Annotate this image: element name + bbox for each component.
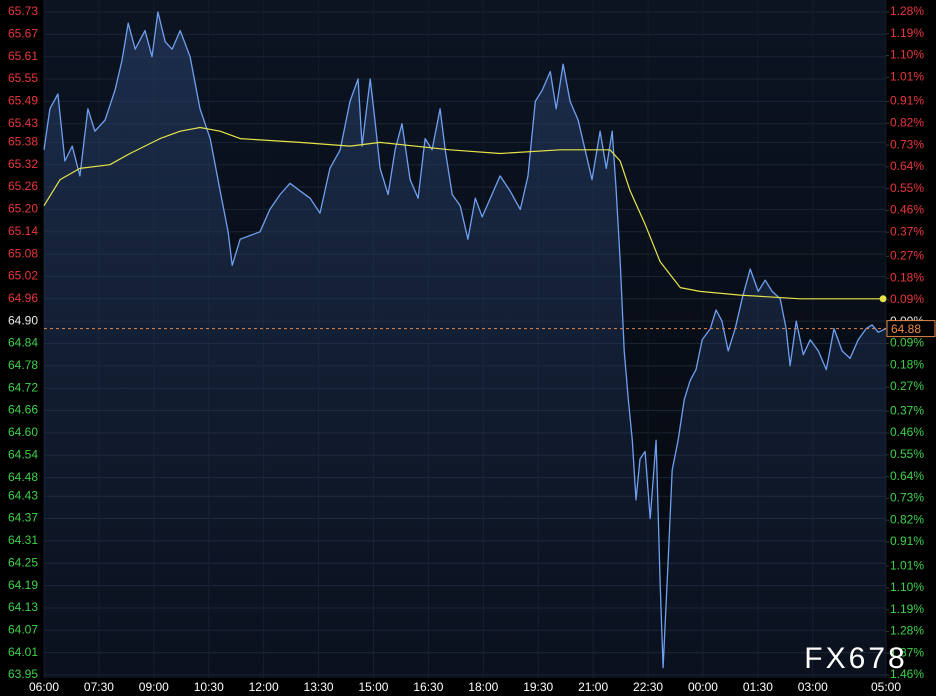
y-tick-label: 64.96	[8, 291, 38, 305]
y2-tick-label: 1.10%	[890, 48, 924, 62]
x-tick-label: 18:00	[468, 680, 498, 694]
y2-tick-label: 0.37%	[890, 403, 924, 417]
x-tick-label: 07:30	[84, 680, 114, 694]
y2-tick-label: 0.82%	[890, 115, 924, 129]
y2-tick-label: 0.09%	[890, 292, 924, 306]
average-line	[43, 126, 884, 300]
x-tick-label: 21:00	[578, 680, 608, 694]
x-tick-label: 09:00	[139, 680, 169, 694]
y2-tick-label: 1.28%	[890, 4, 924, 18]
y2-tick-label: 0.91%	[890, 94, 924, 108]
current-price-box	[886, 320, 936, 338]
y-tick-label: 65.02	[8, 269, 38, 283]
y2-tick-label: 0.46%	[890, 203, 924, 217]
y2-tick-label: 1.19%	[890, 26, 924, 40]
y-tick-label: 65.73	[8, 4, 38, 18]
y2-tick-label: 1.01%	[890, 70, 924, 84]
x-tick-label: 03:00	[798, 680, 828, 694]
y-tick-label: 64.78	[8, 358, 38, 372]
y2-tick-label: 1.37%	[890, 645, 924, 659]
y2-tick-label: 0.18%	[890, 357, 924, 371]
y2-tick-label: 0.82%	[890, 512, 924, 526]
watermark: FX678	[804, 642, 907, 675]
y2-tick-label: 1.19%	[890, 602, 924, 616]
current-price-label: 64.88	[891, 322, 921, 336]
y-tick-label: 65.61	[8, 49, 38, 63]
y2-tick-label: 1.28%	[890, 624, 924, 638]
x-tick-label: 12:00	[249, 680, 279, 694]
y-tick-label: 65.14	[8, 224, 38, 238]
y-tick-label: 65.49	[8, 94, 38, 108]
y2-tick-label: 0.55%	[890, 181, 924, 195]
y-tick-label: 64.31	[8, 533, 38, 547]
y-tick-label: 65.20	[8, 202, 38, 216]
y-tick-label: 64.13	[8, 600, 38, 614]
x-tick-label: 15:00	[358, 680, 388, 694]
y-tick-label: 65.38	[8, 135, 38, 149]
y-tick-label: 64.19	[8, 578, 38, 592]
y2-tick-label: 1.01%	[890, 558, 924, 572]
y-tick-label: 64.37	[8, 511, 38, 525]
y-tick-label: 64.25	[8, 555, 38, 569]
y2-tick-label: 0.46%	[890, 425, 924, 439]
y-tick-label: 64.43	[8, 488, 38, 502]
x-tick-label: 10:30	[194, 680, 224, 694]
y-tick-label: 65.67	[8, 27, 38, 41]
y-tick-label: 65.32	[8, 157, 38, 171]
x-tick-label: 13:30	[304, 680, 334, 694]
y-tick-label: 64.84	[8, 336, 38, 350]
y-tick-label: 65.43	[8, 116, 38, 130]
y-tick-label: 65.08	[8, 246, 38, 260]
y2-tick-label: 0.55%	[890, 447, 924, 461]
x-tick-label: 22:30	[633, 680, 663, 694]
y2-tick-label: 0.37%	[890, 224, 924, 238]
x-tick-label: 16:30	[413, 680, 443, 694]
y-tick-label: 64.01	[8, 645, 38, 659]
x-tick-label: 19:30	[523, 680, 553, 694]
y-tick-label: 65.26	[8, 179, 38, 193]
y2-tick-label: 0.27%	[890, 379, 924, 393]
y-tick-label: 64.66	[8, 403, 38, 417]
y-tick-label: 64.48	[8, 470, 38, 484]
y2-tick-label: 0.64%	[890, 159, 924, 173]
y2-tick-label: 1.46%	[890, 667, 924, 681]
x-tick-label: 00:00	[688, 680, 718, 694]
y2-tick-label: 0.73%	[890, 137, 924, 151]
y2-tick-label: 0.91%	[890, 534, 924, 548]
y-tick-label: 64.60	[8, 425, 38, 439]
y-tick-label: 63.95	[8, 667, 38, 681]
y2-tick-label: 0.09%	[890, 336, 924, 350]
x-tick-label: 05:00	[871, 680, 901, 694]
price-line	[43, 11, 887, 669]
y2-tick-label: 1.10%	[890, 580, 924, 594]
price-area	[44, 12, 886, 678]
y-tick-label: 64.54	[8, 447, 38, 461]
average-end-dot	[879, 295, 887, 303]
y2-tick-label: 0.64%	[890, 469, 924, 483]
x-tick-label: 06:00	[29, 680, 59, 694]
y2-tick-label: 0.27%	[890, 249, 924, 263]
y-tick-label: 64.90	[8, 313, 38, 327]
y2-tick-label: 0.18%	[890, 270, 924, 284]
y-tick-label: 65.55	[8, 71, 38, 85]
x-tick-label: 01:30	[743, 680, 773, 694]
y-tick-label: 64.07	[8, 622, 38, 636]
y-tick-label: 64.72	[8, 380, 38, 394]
y2-tick-label: 0.73%	[890, 491, 924, 505]
